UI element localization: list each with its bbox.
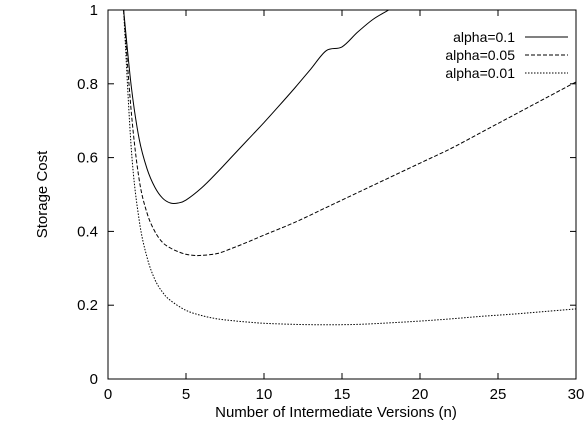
x-tick-label: 10 [256,386,273,403]
y-tick-label: 0.6 [77,150,98,167]
y-tick-label: 1 [90,2,98,19]
series-lines [123,10,576,326]
legend-label: alpha=0.1 [453,29,515,45]
legend-label: alpha=0.05 [445,47,515,63]
series-line-2 [123,10,576,257]
legend-label: alpha=0.01 [445,65,515,81]
x-tick-label: 5 [182,386,190,403]
x-axis-label: Number of Intermediate Versions (n) [215,404,457,421]
y-tick-label: 0.4 [77,223,98,240]
y-tick-label: 0.2 [77,297,98,314]
x-tick-label: 30 [568,386,585,403]
series-line-1 [123,10,390,204]
y-tick-label: 0 [90,371,98,388]
y-tick-label: 0.8 [77,76,98,93]
axis-ticks: 0 5 10 15 20 25 30 0 0.2 0.4 0.6 0.8 1 [77,2,584,403]
x-tick-label: 20 [412,386,429,403]
legend: alpha=0.1 alpha=0.05 alpha=0.01 [445,29,568,81]
x-tick-label: 0 [104,386,112,403]
series-line-3 [123,10,576,326]
x-tick-label: 25 [490,386,507,403]
x-tick-label: 15 [334,386,351,403]
y-axis-label: Storage Cost [34,150,51,238]
